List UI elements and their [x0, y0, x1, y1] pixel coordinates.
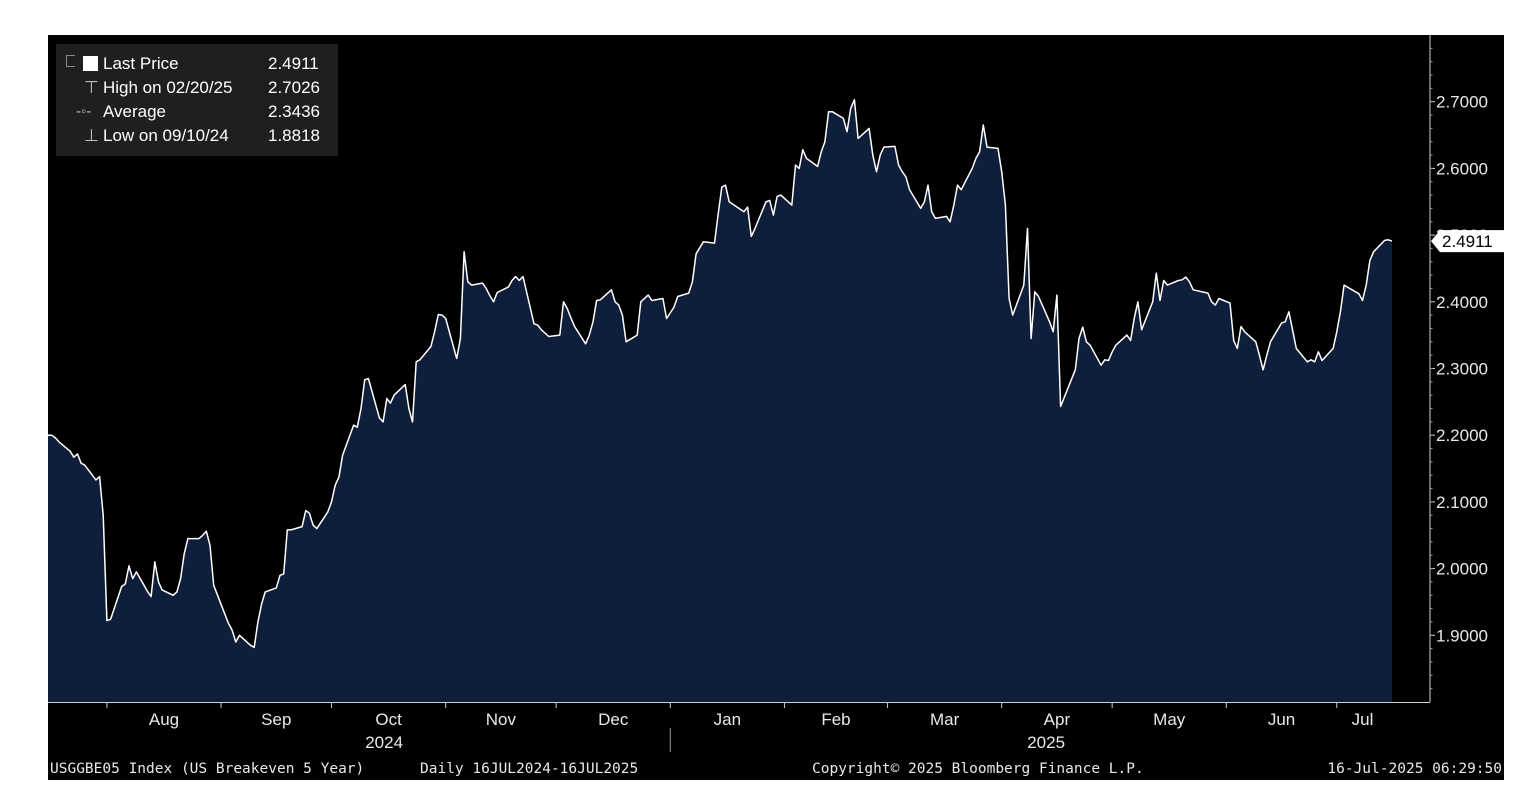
legend-label: Low on 09/10/24 [103, 126, 229, 145]
series-area [48, 99, 1392, 702]
copyright-label: Copyright© 2025 Bloomberg Finance L.P. [812, 761, 1144, 777]
legend-label: High on 02/20/25 [103, 78, 233, 97]
legend-item-average: -◦- Average 2.3436 [56, 100, 338, 124]
legend-value: 1.8818 [268, 126, 320, 145]
x-tick-label: Aug [149, 710, 179, 729]
average-marker-icon: -◦- [76, 103, 92, 120]
chart-footer: USGGBE05 Index (US Breakeven 5 Year) Dai… [50, 761, 1502, 777]
x-tick-label: Sep [261, 710, 291, 729]
x-tick-label: Dec [598, 710, 629, 729]
legend-label: Average [103, 102, 167, 121]
legend-item-low: ⊥ Low on 09/10/24 1.8818 [56, 124, 338, 148]
x-tick-label: Jan [714, 710, 741, 729]
date-range-label: Daily 16JUL2024-16JUL2025 [420, 761, 638, 777]
ticker-label: USGGBE05 Index (US Breakeven 5 Year) [50, 761, 364, 777]
series-line [48, 98, 1393, 649]
legend-value: 2.4911 [268, 54, 319, 73]
x-tick-label: Oct [375, 710, 402, 729]
legend-value: 2.3436 [268, 102, 320, 121]
y-tick-label: 2.2000 [1436, 426, 1488, 445]
x-tick-label: Jul [1352, 710, 1374, 729]
legend: Last Price 2.4911 ⊤ High on 02/20/25 2.7… [56, 44, 338, 156]
y-tick-label: 2.6000 [1436, 159, 1488, 178]
x-tick-label: Jun [1268, 710, 1295, 729]
legend-last-price-icon [66, 55, 75, 67]
last-price-tag [1431, 230, 1504, 253]
y-tick-label: 2.4000 [1436, 293, 1488, 312]
plot-area [48, 98, 1393, 702]
year-label: 2024 [365, 733, 403, 752]
low-marker-icon: ⊥ [84, 126, 99, 145]
y-tick-label: 2.1000 [1436, 493, 1488, 512]
last-price-tag-label: 2.4911 [1442, 232, 1493, 251]
axes: 1.90002.00002.10002.20002.30002.40002.50… [48, 35, 1504, 752]
x-tick-label: Apr [1044, 710, 1071, 729]
high-marker-icon: ⊤ [84, 78, 99, 97]
x-tick-label: Feb [821, 710, 850, 729]
x-tick-label: Mar [930, 710, 960, 729]
y-tick-label: 2.3000 [1436, 360, 1488, 379]
y-tick-label: 2.7000 [1436, 93, 1488, 112]
y-tick-label: 2.0000 [1436, 560, 1488, 579]
x-tick-label: May [1153, 710, 1186, 729]
x-tick-label: Nov [486, 710, 517, 729]
y-tick-label: 1.9000 [1436, 626, 1488, 645]
legend-label: Last Price [103, 54, 179, 73]
legend-item-high: ⊤ High on 02/20/25 2.7026 [56, 76, 338, 100]
legend-value: 2.7026 [268, 78, 320, 97]
timestamp-label: 16-Jul-2025 06:29:50 [1327, 761, 1502, 777]
legend-item-last-price: Last Price 2.4911 [56, 52, 338, 76]
year-label: 2025 [1027, 733, 1065, 752]
white-box-icon [83, 56, 98, 71]
